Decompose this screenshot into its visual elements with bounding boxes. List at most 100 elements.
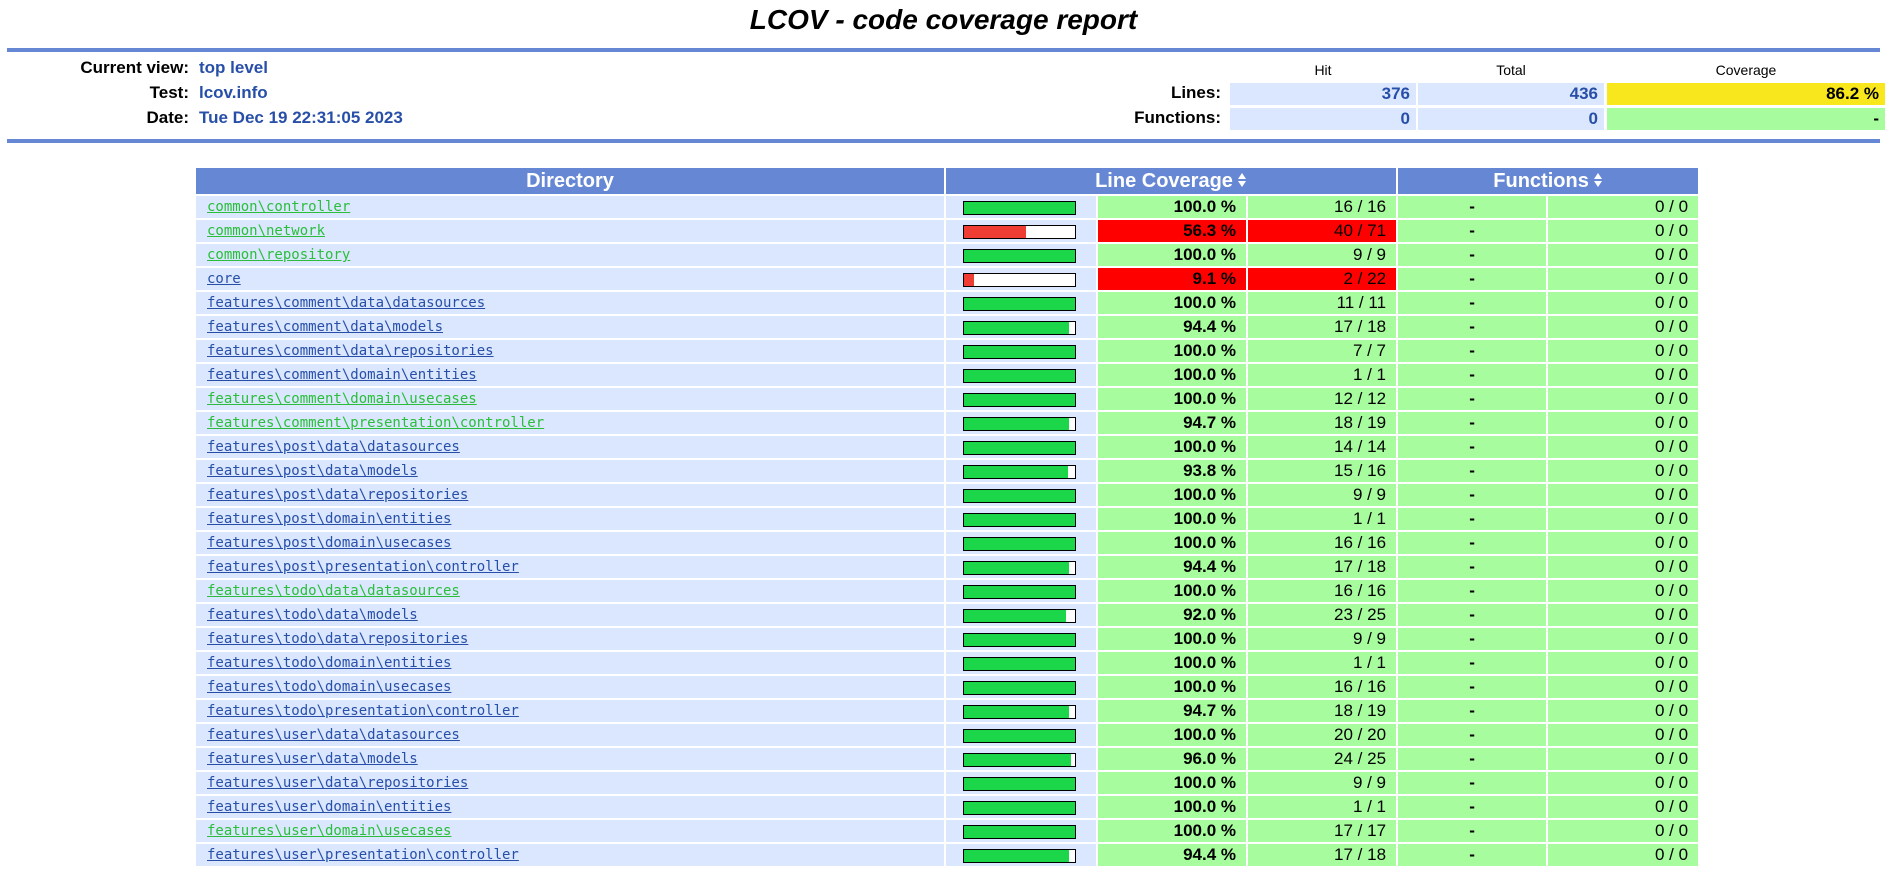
sort-icon[interactable]	[1593, 172, 1603, 188]
function-coverage-percent: -	[1398, 436, 1547, 458]
table-row: features\post\data\datasources 100.0 % 14 …	[196, 436, 1699, 458]
directory-link[interactable]: features\todo\data\models	[207, 607, 418, 623]
directory-link[interactable]: common\network	[207, 223, 326, 239]
directory-link[interactable]: features\comment\data\repositories	[207, 343, 494, 359]
coverage-bar	[963, 465, 1076, 479]
coverage-bar	[963, 801, 1076, 815]
function-coverage-percent: -	[1398, 652, 1547, 674]
coverage-bar	[963, 489, 1076, 503]
lines-hit: 376	[1230, 83, 1416, 105]
directory-link[interactable]: features\comment\data\models	[207, 319, 444, 335]
directory-link[interactable]: features\user\domain\usecases	[207, 823, 452, 839]
coverage-bar	[963, 537, 1076, 551]
line-coverage-ratio: 2 / 22	[1248, 268, 1397, 290]
function-coverage-percent: -	[1398, 604, 1547, 626]
coverage-bar-cell	[946, 748, 1096, 770]
directory-link[interactable]: features\post\data\models	[207, 463, 418, 479]
line-coverage-percent: 100.0 %	[1098, 484, 1246, 506]
coverage-bar	[963, 681, 1076, 695]
directory-link[interactable]: features\todo\data\datasources	[207, 583, 460, 599]
page-title: LCOV - code coverage report	[749, 4, 1138, 35]
directory-cell: features\todo\data\repositories	[196, 628, 944, 650]
directory-cell: features\todo\data\datasources	[196, 580, 944, 602]
function-coverage-ratio: 0 / 0	[1548, 532, 1699, 554]
line-coverage-percent: 56.3 %	[1098, 220, 1246, 242]
coverage-bar-cell	[946, 556, 1096, 578]
coverage-bar	[963, 297, 1076, 311]
directory-link[interactable]: features\user\domain\entities	[207, 799, 452, 815]
directory-link[interactable]: features\comment\presentation\controller	[207, 415, 545, 431]
function-coverage-ratio: 0 / 0	[1548, 436, 1699, 458]
coverage-bar-fill	[964, 250, 1075, 262]
coverage-bar-fill	[964, 466, 1069, 478]
directory-link[interactable]: features\todo\domain\entities	[207, 655, 452, 671]
directory-link[interactable]: common\repository	[207, 247, 351, 263]
directory-link[interactable]: features\comment\domain\entities	[207, 367, 477, 383]
directory-cell: features\user\domain\entities	[196, 796, 944, 818]
line-coverage-percent: 100.0 %	[1098, 292, 1246, 314]
sort-icon[interactable]	[1237, 172, 1247, 188]
directory-link[interactable]: features\user\data\repositories	[207, 775, 469, 791]
directory-link[interactable]: features\post\presentation\controller	[207, 559, 519, 575]
coverage-bar	[963, 633, 1076, 647]
directory-link[interactable]: features\post\data\datasources	[207, 439, 460, 455]
table-row: features\todo\data\repositories 100.0 % 9 …	[196, 628, 1699, 650]
coverage-bar-fill	[964, 298, 1075, 310]
line-coverage-column-header[interactable]: Line Coverage	[946, 168, 1397, 194]
coverage-bar-fill	[964, 802, 1075, 814]
coverage-bar-cell	[946, 844, 1096, 866]
coverage-bar	[963, 753, 1076, 767]
function-coverage-percent: -	[1398, 508, 1547, 530]
coverage-bar	[963, 657, 1076, 671]
directory-link[interactable]: features\user\presentation\controller	[207, 847, 519, 863]
test-label: Test:	[149, 83, 189, 102]
directory-link[interactable]: features\todo\presentation\controller	[207, 703, 519, 719]
directory-link[interactable]: features\post\domain\usecases	[207, 535, 452, 551]
table-row: features\post\domain\usecases 100.0 % 16 /…	[196, 532, 1699, 554]
table-header-row: Directory Line Coverage Functions	[196, 168, 1699, 194]
coverage-bar-cell	[946, 340, 1096, 362]
lines-total: 436	[1418, 83, 1604, 105]
directory-cell: common\repository	[196, 244, 944, 266]
line-coverage-ratio: 16 / 16	[1248, 532, 1397, 554]
line-coverage-percent: 100.0 %	[1098, 724, 1246, 746]
functions-column-header[interactable]: Functions	[1398, 168, 1699, 194]
line-coverage-ratio: 18 / 19	[1248, 700, 1397, 722]
directory-link[interactable]: features\post\domain\entities	[207, 511, 452, 527]
line-coverage-percent: 94.4 %	[1098, 844, 1246, 866]
coverage-bar-fill	[964, 562, 1069, 574]
directory-link[interactable]: features\comment\data\datasources	[207, 295, 486, 311]
function-coverage-ratio: 0 / 0	[1548, 508, 1699, 530]
coverage-bar-cell	[946, 628, 1096, 650]
directory-link[interactable]: features\todo\domain\usecases	[207, 679, 452, 695]
line-coverage-percent: 100.0 %	[1098, 796, 1246, 818]
table-row: features\comment\presentation\controller…	[196, 412, 1699, 434]
directory-link[interactable]: features\post\data\repositories	[207, 487, 469, 503]
table-row: features\todo\presentation\controller 94.…	[196, 700, 1699, 722]
coverage-bar-fill	[964, 730, 1075, 742]
directory-cell: features\user\presentation\controller	[196, 844, 944, 866]
coverage-bar-fill	[964, 610, 1067, 622]
function-coverage-percent: -	[1398, 796, 1547, 818]
line-coverage-ratio: 9 / 9	[1248, 772, 1397, 794]
directory-link[interactable]: common\controller	[207, 199, 351, 215]
directory-link[interactable]: features\user\data\datasources	[207, 727, 460, 743]
directory-link[interactable]: features\todo\data\repositories	[207, 631, 469, 647]
line-coverage-ratio: 17 / 18	[1248, 556, 1397, 578]
coverage-bar-fill	[964, 322, 1069, 334]
line-coverage-percent: 100.0 %	[1098, 196, 1246, 218]
function-coverage-ratio: 0 / 0	[1548, 700, 1699, 722]
line-coverage-percent: 100.0 %	[1098, 772, 1246, 794]
line-coverage-percent: 100.0 %	[1098, 580, 1246, 602]
directory-cell: features\todo\data\models	[196, 604, 944, 626]
line-coverage-ratio: 12 / 12	[1248, 388, 1397, 410]
coverage-bar-cell	[946, 796, 1096, 818]
coverage-bar	[963, 369, 1076, 383]
directory-link[interactable]: core	[207, 271, 241, 287]
line-coverage-ratio: 9 / 9	[1248, 244, 1397, 266]
coverage-bar-fill	[964, 586, 1075, 598]
coverage-bar-cell	[946, 196, 1096, 218]
directory-link[interactable]: features\comment\domain\usecases	[207, 391, 477, 407]
directory-cell: features\todo\domain\entities	[196, 652, 944, 674]
directory-link[interactable]: features\user\data\models	[207, 751, 418, 767]
